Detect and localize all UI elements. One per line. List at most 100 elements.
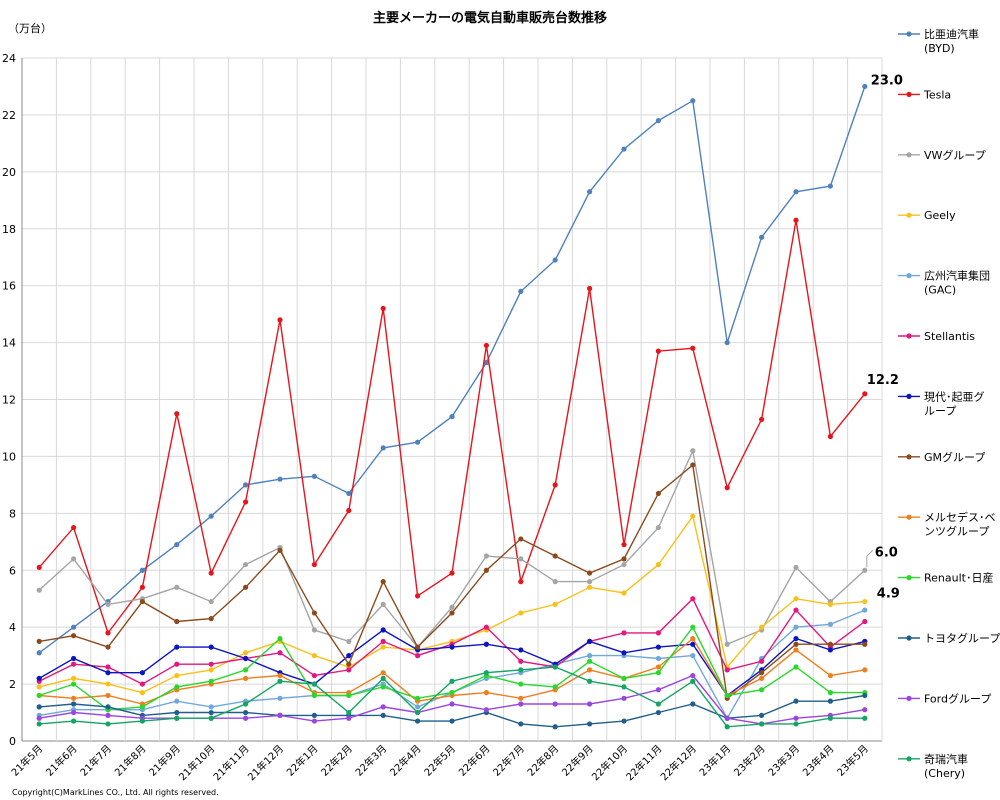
data-point [862, 618, 868, 625]
data-point [793, 641, 799, 647]
data-point [621, 630, 627, 636]
data-point [208, 570, 214, 576]
data-point [449, 610, 455, 616]
data-point [449, 718, 455, 724]
data-point [759, 675, 765, 681]
data-point [518, 721, 524, 727]
data-point [690, 462, 696, 468]
data-point [71, 556, 77, 562]
data-point [36, 650, 42, 656]
copyright-notice: Copyright(C)MarkLines CO., Ltd. All righ… [12, 788, 219, 797]
data-point [759, 416, 765, 423]
data-point [415, 704, 421, 710]
data-point [415, 439, 421, 445]
data-point [243, 584, 249, 590]
data-point [36, 704, 42, 710]
data-point [71, 675, 77, 681]
legend-label: 広州汽車集団 [924, 269, 990, 283]
data-point [793, 607, 799, 613]
legend-swatch-marker [906, 91, 912, 97]
data-point [311, 561, 317, 568]
data-point [621, 675, 627, 681]
data-point [621, 684, 627, 690]
data-point [827, 647, 834, 653]
legend-item: GMグループ [898, 450, 985, 464]
annotation-leader [866, 549, 874, 568]
data-point [690, 635, 696, 642]
data-point [346, 507, 352, 514]
legend-item: Renault･日産 [898, 572, 993, 585]
value-annotation: 4.9 [877, 587, 900, 602]
data-point [243, 482, 249, 488]
data-point [862, 715, 868, 721]
legend-item: 比亜迪汽車(BYD) [898, 27, 979, 55]
data-point [380, 445, 386, 451]
data-point [71, 701, 77, 707]
data-point [36, 684, 42, 690]
data-point [415, 593, 421, 599]
data-point [587, 579, 593, 585]
data-point [518, 647, 524, 653]
data-point [346, 715, 352, 721]
y-tick-label: 24 [2, 52, 16, 65]
data-point [174, 715, 180, 721]
legend-label: GMグループ [924, 450, 985, 464]
legend-swatch-marker [906, 31, 912, 37]
x-tick-label: 22年2月 [318, 742, 355, 779]
legend-label: メルセデス･ベ [924, 510, 996, 524]
data-point [655, 644, 662, 650]
y-tick-label: 18 [2, 223, 16, 236]
data-point [71, 661, 77, 667]
data-point [518, 667, 524, 673]
x-tick-label: 22年5月 [421, 742, 458, 779]
data-point [311, 610, 317, 616]
data-point [243, 561, 249, 568]
grid-layer [21, 57, 883, 742]
legend-swatch-marker [906, 454, 912, 460]
data-point [587, 701, 593, 707]
legend-label: Fordグループ [924, 691, 991, 705]
x-tick-label: 22年4月 [387, 742, 424, 779]
data-point [311, 653, 317, 659]
data-point [243, 667, 249, 673]
legend-item: 奇瑞汽車(Chery) [898, 752, 968, 780]
data-point [36, 675, 42, 681]
data-point [827, 690, 834, 696]
data-point [827, 715, 834, 721]
data-point [311, 718, 317, 724]
annotation-layer: 23.0 12.2 6.0 4.9 [866, 73, 903, 602]
data-point [621, 695, 627, 701]
data-point [346, 653, 352, 659]
data-point [587, 638, 593, 644]
data-point [277, 476, 283, 482]
y-tick-label: 0 [9, 735, 16, 748]
data-point [552, 601, 558, 608]
data-point [483, 342, 489, 349]
data-point [690, 448, 696, 454]
x-tick-label: 21年10月 [176, 742, 217, 783]
data-point [724, 692, 730, 699]
data-point [483, 670, 489, 676]
data-point [208, 661, 214, 667]
data-point [139, 567, 145, 573]
data-point [587, 658, 593, 664]
data-point [690, 653, 696, 659]
data-point [862, 667, 868, 673]
data-point [621, 561, 627, 568]
data-point [793, 664, 799, 670]
data-point [518, 701, 524, 707]
x-tick-label: 21年8月 [112, 742, 149, 779]
data-point [655, 664, 662, 670]
data-point [174, 618, 180, 625]
data-point [311, 627, 317, 633]
data-point [793, 564, 799, 571]
data-point [36, 721, 42, 727]
x-tick-label: 22年6月 [456, 742, 493, 779]
data-point [690, 641, 696, 647]
data-point [827, 183, 834, 189]
data-point [518, 610, 524, 616]
data-point [862, 598, 868, 605]
data-point [380, 670, 386, 676]
